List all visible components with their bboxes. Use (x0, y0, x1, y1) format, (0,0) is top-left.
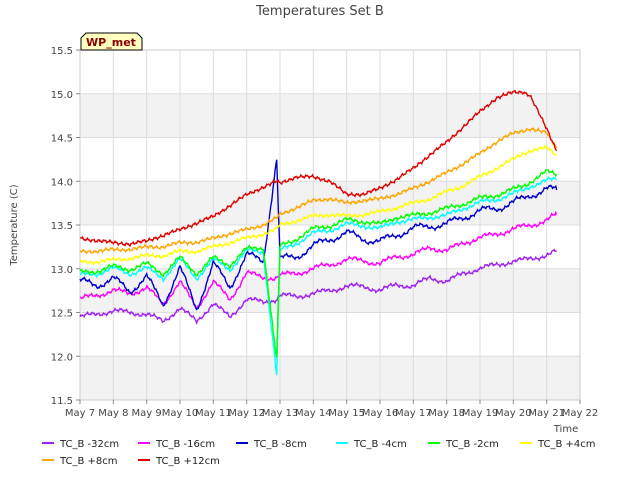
y-tick-label: 13.0 (51, 265, 73, 276)
legend-label: TC_B +8cm (59, 456, 118, 467)
station-badge-label: WP_met (86, 36, 136, 49)
x-tick-label: May 13 (262, 408, 299, 419)
y-tick-label: 13.5 (51, 221, 73, 232)
x-tick-label: May 12 (228, 408, 265, 419)
x-tick-label: May 21 (528, 408, 565, 419)
plot-band (80, 137, 580, 182)
legend-label: TC_B -4cm (353, 439, 407, 450)
x-tick-label: May 19 (462, 408, 499, 419)
y-tick-label: 14.5 (51, 134, 73, 145)
y-axis-label: Temperature (C) (9, 184, 20, 266)
legend: TC_B -32cm TC_B -16cm TC_B -8cm TC_B -4cm TC… (42, 439, 596, 467)
x-tick-label: May 22 (562, 408, 599, 419)
legend-label: TC_B -8cm (253, 439, 307, 450)
y-tick-label: 12.5 (51, 309, 73, 320)
series-line-tc-b-12cm (79, 89, 558, 248)
x-tick-label: May 14 (295, 408, 332, 419)
legend-label: TC_B -2cm (445, 439, 499, 450)
series-line-tc-b-8cm (79, 127, 558, 255)
plot-band (80, 50, 580, 94)
series-line-tc-b-4cm (79, 144, 557, 266)
x-tick-label: May 17 (395, 408, 432, 419)
y-tick-label: 15.0 (51, 90, 73, 101)
y-axis-ticks: 11.5 12.0 12.5 13.0 13.5 14.0 14.5 15.0 15.5 (51, 46, 80, 407)
series-line-tc-b-8cm (79, 159, 558, 311)
x-tick-label: May 8 (98, 408, 128, 419)
plot-band (80, 356, 580, 400)
x-tick-label: May 11 (195, 408, 232, 419)
plot-band (80, 312, 580, 357)
station-badge-box (80, 32, 143, 51)
legend-label: TC_B -32cm (59, 439, 119, 450)
y-tick-label: 15.5 (51, 46, 73, 57)
x-tick-label: May 16 (362, 408, 399, 419)
y-tick-label: 12.0 (51, 352, 73, 363)
series-line-tc-b-32cm (79, 248, 557, 326)
grid-lines (79, 49, 581, 401)
series-lines (79, 89, 558, 376)
x-tick-label: May 7 (65, 408, 95, 419)
y-tick-label: 14.0 (51, 177, 73, 188)
legend-label: TC_B -16cm (155, 439, 215, 450)
x-tick-label: May 10 (162, 408, 199, 419)
series-line-tc-b-2cm (79, 169, 558, 358)
x-tick-label: May 9 (132, 408, 162, 419)
chart-title: Temperatures Set B (255, 4, 384, 19)
x-tick-label: May 15 (328, 408, 365, 419)
x-axis-label: Time (553, 424, 578, 435)
series-line-tc-b-4cm (79, 175, 557, 376)
y-tick-label: 11.5 (51, 396, 73, 407)
legend-label: TC_B +12cm (155, 456, 220, 467)
plot-band (80, 93, 580, 138)
plot-band (80, 181, 580, 225)
legend-label: TC_B +4cm (537, 439, 596, 450)
station-badge: WP_met (80, 32, 143, 51)
x-tick-label: May 20 (495, 408, 532, 419)
x-tick-label: May 18 (428, 408, 465, 419)
